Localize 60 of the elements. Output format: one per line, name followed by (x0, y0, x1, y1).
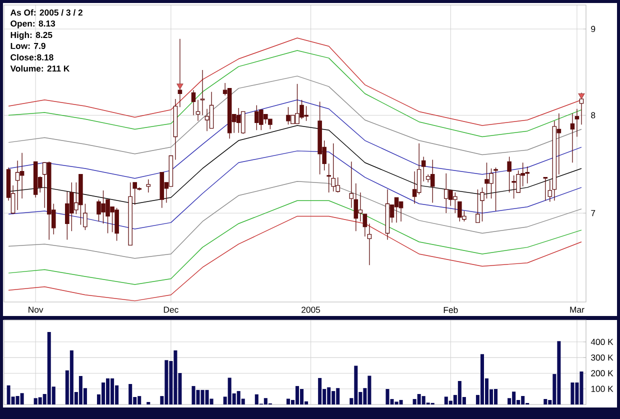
candlestick (494, 167, 498, 212)
bar (318, 378, 322, 404)
y-tick-label: 9 (591, 26, 596, 32)
candlestick (20, 152, 24, 199)
y-tick-label: 200 K (591, 370, 614, 376)
bar (20, 393, 24, 404)
candlestick (394, 197, 399, 223)
annotation: Close:8.18 (10, 54, 54, 60)
y-tick-label: 100 K (591, 386, 614, 392)
candlestick (240, 111, 246, 134)
candlestick (146, 179, 151, 193)
candlestick (15, 160, 20, 210)
candlestick (398, 201, 404, 222)
annotation: Low: 7.9 (10, 42, 46, 49)
annotation: High: 8.25 (10, 32, 52, 40)
line-series (8, 181, 582, 259)
x-tick-label: Feb (444, 306, 458, 314)
line-series (8, 76, 582, 156)
candlestick (579, 92, 584, 125)
candlestick (191, 90, 196, 116)
candlestick (480, 187, 484, 222)
candlestick (178, 38, 182, 108)
candlestick (200, 70, 205, 116)
line-series (8, 200, 582, 285)
candlestick (476, 189, 480, 223)
candlestick (362, 214, 368, 237)
candlestick (354, 183, 358, 232)
bar (128, 384, 132, 404)
candlestick (570, 113, 575, 163)
y-tick-label: 300 K (591, 354, 614, 361)
candlestick (430, 159, 435, 204)
candlestick (326, 163, 331, 193)
line-series (8, 150, 582, 230)
annotation: Volume: 211 K (10, 65, 70, 72)
candlestick (204, 108, 210, 132)
x-tick-label: Mar (570, 306, 584, 313)
line-series (8, 50, 582, 138)
annotation: As Of: 2005 / 3 / 2 (10, 9, 82, 16)
candlestick (507, 156, 512, 193)
candlestick (209, 92, 214, 129)
x-tick-label: Dec (164, 306, 178, 313)
x-tick-label: Nov (28, 306, 44, 313)
candlestick (349, 161, 354, 208)
y-tick-label: 7 (591, 210, 596, 216)
bar (570, 382, 574, 404)
candlestick (367, 223, 372, 266)
y-tick-label: 400 K (590, 338, 614, 345)
candlestick (574, 108, 580, 138)
bar (544, 399, 548, 404)
bar (399, 400, 403, 404)
candlestick (421, 156, 426, 182)
candlestick (83, 203, 88, 230)
candlestick (358, 192, 363, 222)
y-tick-label: 8 (591, 112, 596, 118)
annotation: Open: 8.13 (10, 20, 56, 28)
x-tick-label: 2005 (302, 306, 320, 313)
candlestick (412, 171, 417, 204)
candlestick (416, 143, 422, 195)
candlestick (548, 180, 552, 202)
bar (146, 402, 150, 404)
